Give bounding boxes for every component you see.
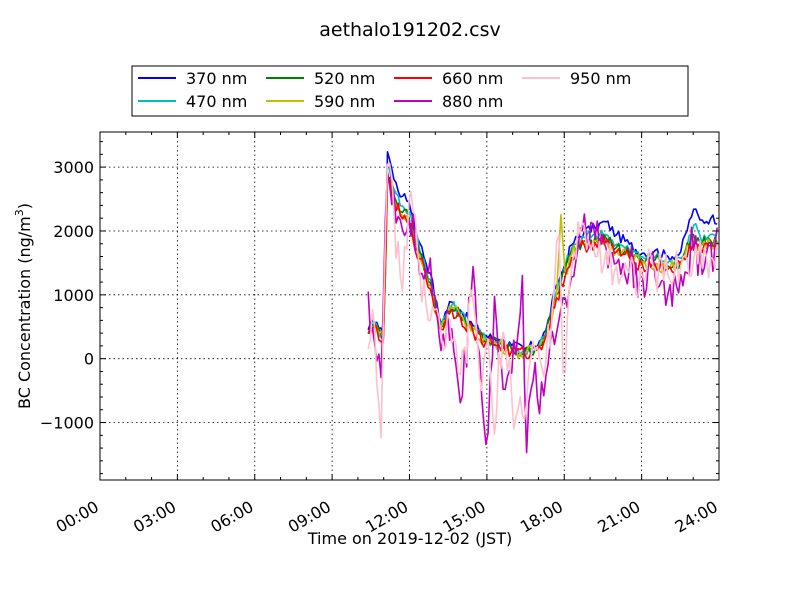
y-tick-label: 3000: [53, 158, 94, 177]
y-tick-label: 0: [84, 350, 94, 369]
series-layer: [367, 151, 718, 454]
series-line-880-nm: [367, 172, 718, 454]
y-axis-label-main: BC Concentration (ng/m: [15, 216, 34, 409]
legend-label: 370 nm: [186, 69, 247, 88]
y-tick-labels: −1000 0 1000 2000 3000: [40, 158, 94, 432]
y-axis-label-tail: ): [15, 203, 34, 209]
legend-frame: [131, 65, 689, 117]
y-tick-label: 1000: [53, 286, 94, 305]
legend-label: 590 nm: [314, 92, 375, 111]
plot-frame: [99, 131, 720, 481]
y-tick-label: −1000: [40, 414, 94, 433]
legend-label: 520 nm: [314, 69, 375, 88]
y-axis-label: BC Concentration (ng/m3): [13, 203, 34, 409]
y-tick-label: 2000: [53, 222, 94, 241]
legend-label: 470 nm: [186, 92, 247, 111]
x-axis-label: Time on 2019-12-02 (JST): [307, 529, 512, 548]
chart-title: aethalo191202.csv: [319, 19, 501, 41]
legend: 370 nm 470 nm 520 nm 590 nm 660 nm 880 nm 950 …: [131, 65, 689, 117]
legend-label: 660 nm: [442, 69, 503, 88]
legend-label: 880 nm: [442, 92, 503, 111]
y-axis-label-superscript: 3: [13, 209, 26, 216]
series-line-950-nm: [367, 162, 718, 439]
legend-label: 950 nm: [570, 69, 631, 88]
